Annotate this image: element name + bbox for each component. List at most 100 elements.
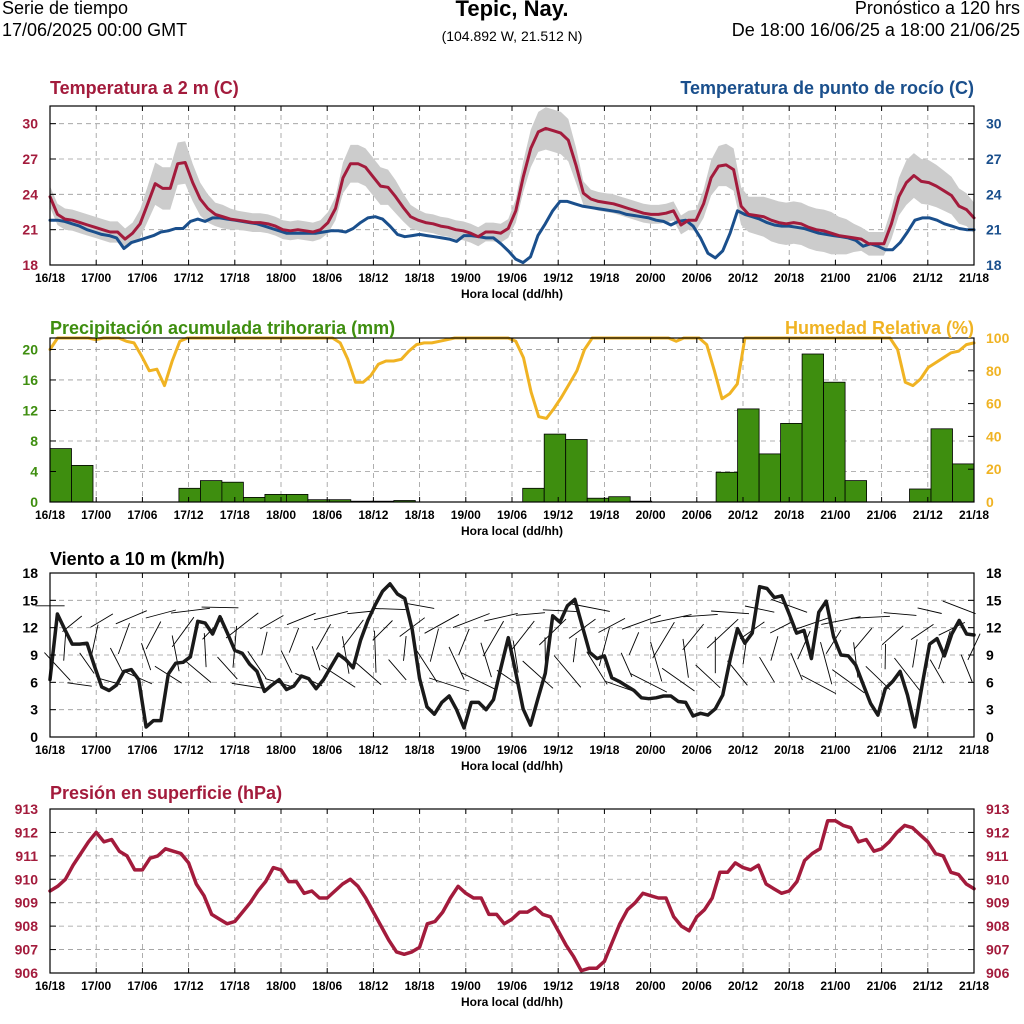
x-tick-label: 21/18 xyxy=(959,271,989,285)
temperature-uncertainty-band xyxy=(50,107,974,256)
header-run-datetime: 17/06/2025 00:00 GMT xyxy=(2,20,188,40)
wind-direction-stick xyxy=(894,657,921,692)
wind-direction-stick xyxy=(247,650,267,679)
wind-direction-stick xyxy=(316,623,331,650)
y-tick-label-left: 12 xyxy=(22,402,38,418)
wind-direction-stick xyxy=(115,610,147,625)
precipitation-panel: 16/18 17/00 17/06 17/12 17/18 18/00 18/06 18/12… xyxy=(22,318,1009,538)
wind-direction-stick xyxy=(184,659,212,683)
precipitation-bar xyxy=(178,487,201,503)
wind-direction-stick xyxy=(522,660,554,689)
x-tick-label: 18/18 xyxy=(405,743,435,757)
wind-direction-stick xyxy=(429,677,470,692)
x-tick-label: 19/18 xyxy=(589,743,619,757)
page-title: Tepic, Nay. xyxy=(455,0,569,21)
wind-direction-stick xyxy=(261,631,268,656)
precipitation-bar xyxy=(801,353,824,503)
precipitation-bar xyxy=(285,493,309,503)
x-axis-label: Hora local (dd/hh) xyxy=(461,524,563,538)
y-tick-label-left: 910 xyxy=(15,871,39,887)
x-tick-label: 21/00 xyxy=(820,743,850,757)
chart-title-right: Temperatura de punto de rocío (C) xyxy=(680,78,974,98)
wind-direction-stick xyxy=(404,602,435,609)
y-tick-label-right: 907 xyxy=(986,942,1010,958)
wind-direction-stick xyxy=(448,646,465,680)
x-axis-label: Hora local (dd/hh) xyxy=(461,759,563,773)
wind-direction-stick xyxy=(586,651,608,685)
y-tick-label-left: 18 xyxy=(22,565,38,581)
y-tick-label-right: 909 xyxy=(986,895,1010,911)
y-tick-label-left: 909 xyxy=(15,895,39,911)
wind-direction-stick xyxy=(313,610,348,621)
x-tick-label: 19/00 xyxy=(451,508,481,522)
wind-direction-stick xyxy=(44,652,71,681)
wind-direction-stick xyxy=(797,630,811,660)
wind-direction-stick xyxy=(288,627,300,653)
x-tick-label: 21/18 xyxy=(959,979,989,993)
location-coordinates: (104.892 W, 21.512 N) xyxy=(441,28,583,44)
y-tick-label-left: 24 xyxy=(22,186,38,202)
x-tick-label: 20/18 xyxy=(774,271,804,285)
x-tick-label: 18/00 xyxy=(266,271,296,285)
wind-direction-stick xyxy=(512,640,519,673)
x-tick-label: 18/06 xyxy=(312,508,342,522)
x-tick-label: 18/00 xyxy=(266,508,296,522)
y-tick-label-left: 9 xyxy=(30,647,38,663)
y-tick-label-right: 12 xyxy=(986,620,1002,636)
dewpoint-line xyxy=(48,199,976,265)
precipitation-bar xyxy=(242,496,266,503)
x-tick-label: 17/12 xyxy=(174,271,204,285)
y-tick-label-left: 908 xyxy=(15,918,39,934)
precipitation-bar xyxy=(758,453,781,503)
y-tick-label-right: 912 xyxy=(986,824,1010,840)
wind-direction-stick xyxy=(820,641,833,685)
y-tick-label-left: 911 xyxy=(15,848,38,864)
x-tick-label: 19/18 xyxy=(589,979,619,993)
forecast-period: De 18:00 16/06/25 a 18:00 21/06/25 xyxy=(731,20,1020,40)
wind-direction-stick xyxy=(67,682,92,687)
x-tick-label: 21/12 xyxy=(913,979,943,993)
y-tick-label-left: 16 xyxy=(22,372,38,388)
x-tick-label: 17/06 xyxy=(127,743,157,757)
wind-direction-stick xyxy=(342,619,364,648)
y-tick-label-right: 9 xyxy=(986,647,994,663)
x-tick-label: 19/00 xyxy=(451,743,481,757)
precipitation-bar xyxy=(737,408,760,503)
y-tick-label-right: 100 xyxy=(986,330,1010,346)
wind-direction-stick xyxy=(652,621,675,659)
precipitation-bar xyxy=(264,493,287,503)
wind-direction-stick xyxy=(744,605,775,613)
pressure-line xyxy=(48,818,976,973)
wind-direction-stick xyxy=(605,681,633,692)
x-tick-label: 19/12 xyxy=(543,743,573,757)
y-tick-label-left: 12 xyxy=(22,620,38,636)
x-tick-label: 20/06 xyxy=(682,743,712,757)
x-tick-label: 17/12 xyxy=(174,743,204,757)
wind-direction-stick xyxy=(280,650,293,673)
temperature-line xyxy=(48,126,976,246)
wind-direction-stick xyxy=(171,635,180,672)
chart-title-left: Viento a 10 m (km/h) xyxy=(50,549,225,569)
x-tick-label: 20/12 xyxy=(728,271,758,285)
wind-direction-stick xyxy=(416,650,438,683)
wind-direction-stick xyxy=(458,628,470,656)
wind-direction-stick xyxy=(854,627,873,650)
wind-direction-stick xyxy=(347,610,374,615)
y-tick-label-right: 908 xyxy=(986,918,1010,934)
wind-direction-stick xyxy=(825,629,842,655)
y-tick-label-left: 3 xyxy=(30,702,38,718)
y-tick-label-right: 0 xyxy=(986,494,994,510)
wind-direction-stick xyxy=(770,636,779,661)
y-tick-label-right: 0 xyxy=(986,729,994,745)
x-tick-label: 20/12 xyxy=(728,508,758,522)
y-tick-label-left: 0 xyxy=(30,494,38,510)
wind-direction-stick xyxy=(117,623,130,655)
wind-direction-stick xyxy=(695,664,721,689)
x-tick-label: 18/12 xyxy=(358,271,388,285)
wind-direction-stick xyxy=(881,625,904,646)
wind-direction-stick xyxy=(538,618,567,646)
wind-direction-stick xyxy=(912,639,918,668)
x-tick-label: 17/00 xyxy=(81,271,111,285)
x-tick-label: 21/12 xyxy=(913,271,943,285)
x-tick-label: 17/18 xyxy=(220,743,250,757)
